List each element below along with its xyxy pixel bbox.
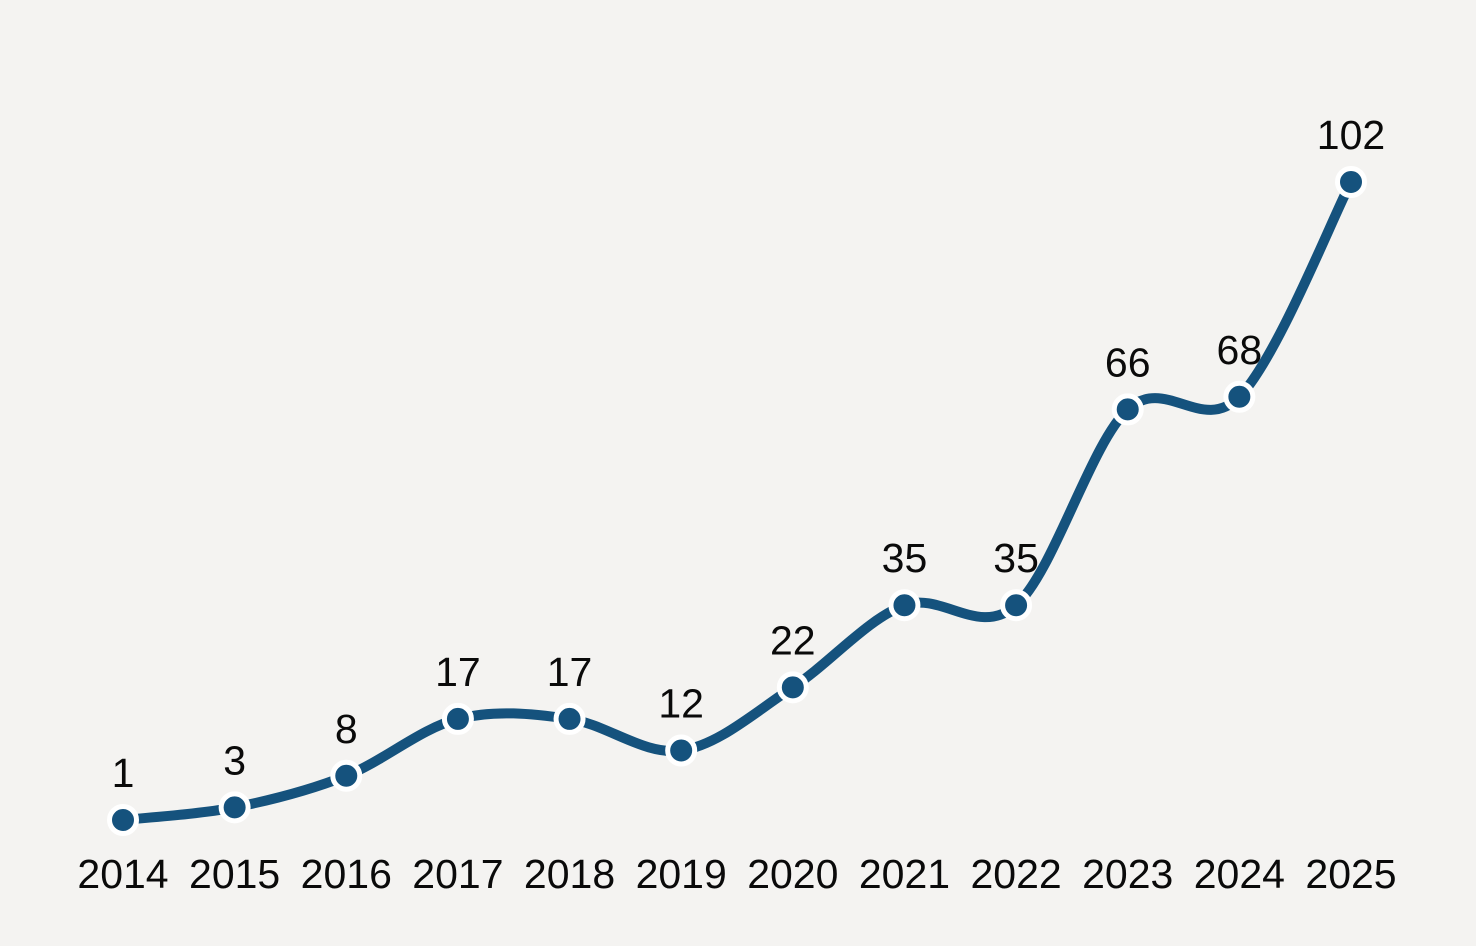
value-label-2014: 1	[112, 750, 135, 796]
value-label-2017: 17	[435, 649, 481, 695]
x-tick-2024: 2024	[1194, 851, 1285, 897]
x-tick-2021: 2021	[859, 851, 950, 897]
data-point-marker-2025	[1335, 166, 1367, 198]
x-tick-2016: 2016	[301, 851, 392, 897]
x-tick-2023: 2023	[1082, 851, 1173, 897]
data-point-marker-2022	[1000, 589, 1033, 622]
data-point-marker-2021	[888, 589, 921, 622]
data-point-marker-2014	[107, 804, 139, 836]
data-point-marker-2015	[218, 791, 251, 824]
x-tick-2017: 2017	[412, 851, 503, 897]
value-label-2021: 35	[882, 535, 928, 581]
x-tick-2022: 2022	[970, 851, 1061, 897]
value-label-2023: 66	[1105, 339, 1151, 385]
value-label-2015: 3	[223, 737, 246, 783]
trend-line	[118, 177, 1356, 825]
value-label-2024: 68	[1217, 327, 1263, 373]
value-label-2020: 22	[770, 617, 816, 663]
data-point-marker-2020	[776, 671, 809, 704]
value-label-2016: 8	[335, 706, 358, 752]
x-tick-2014: 2014	[77, 851, 168, 897]
x-tick-2020: 2020	[747, 851, 838, 897]
x-tick-2018: 2018	[524, 851, 615, 897]
data-point-marker-2024	[1223, 380, 1256, 413]
value-label-2025: 102	[1317, 112, 1385, 158]
value-label-2019: 12	[658, 681, 704, 727]
data-point-marker-2023	[1111, 393, 1144, 426]
data-point-marker-2017	[441, 702, 474, 735]
data-point-marker-2018	[553, 702, 586, 735]
x-tick-2015: 2015	[189, 851, 280, 897]
data-point-marker-2019	[665, 734, 698, 767]
value-label-2018: 17	[547, 649, 593, 695]
value-label-2022: 35	[993, 535, 1039, 581]
x-tick-2019: 2019	[636, 851, 727, 897]
data-point-marker-2016	[330, 759, 363, 792]
x-tick-2025: 2025	[1305, 851, 1396, 897]
